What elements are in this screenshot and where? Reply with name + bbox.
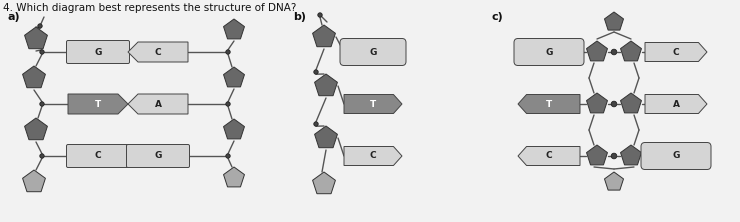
Circle shape	[314, 70, 318, 74]
Polygon shape	[621, 93, 642, 113]
Text: C: C	[673, 48, 679, 57]
Text: C: C	[370, 151, 377, 161]
Polygon shape	[344, 95, 402, 113]
Polygon shape	[645, 95, 707, 113]
Text: C: C	[545, 151, 552, 161]
Polygon shape	[587, 41, 608, 61]
Text: G: G	[369, 48, 377, 57]
Text: A: A	[673, 99, 679, 109]
Polygon shape	[128, 42, 188, 62]
Text: G: G	[673, 151, 679, 161]
Circle shape	[38, 24, 42, 28]
Polygon shape	[344, 147, 402, 165]
Polygon shape	[605, 12, 624, 30]
Polygon shape	[223, 19, 244, 39]
Text: C: C	[155, 48, 161, 57]
Circle shape	[611, 153, 617, 159]
Polygon shape	[24, 118, 47, 140]
Text: 4. Which diagram best represents the structure of DNA?: 4. Which diagram best represents the str…	[3, 3, 297, 13]
Circle shape	[314, 122, 318, 126]
FancyBboxPatch shape	[514, 38, 584, 65]
Circle shape	[40, 50, 44, 54]
Polygon shape	[24, 27, 47, 49]
Polygon shape	[312, 25, 335, 47]
Polygon shape	[312, 172, 335, 194]
Text: T: T	[95, 99, 101, 109]
Polygon shape	[518, 147, 580, 165]
Circle shape	[226, 50, 230, 54]
FancyBboxPatch shape	[641, 143, 711, 170]
Polygon shape	[223, 167, 244, 187]
Circle shape	[40, 102, 44, 106]
Polygon shape	[314, 74, 337, 96]
Text: C: C	[95, 151, 101, 161]
FancyBboxPatch shape	[67, 145, 130, 168]
Polygon shape	[621, 41, 642, 61]
Text: G: G	[545, 48, 553, 57]
Polygon shape	[314, 126, 337, 148]
Polygon shape	[128, 94, 188, 114]
Text: c): c)	[492, 12, 504, 22]
Text: a): a)	[8, 12, 21, 22]
Circle shape	[226, 154, 230, 158]
Polygon shape	[223, 67, 244, 87]
Polygon shape	[23, 170, 45, 192]
FancyBboxPatch shape	[340, 38, 406, 65]
Circle shape	[611, 49, 617, 55]
Text: T: T	[546, 99, 552, 109]
Polygon shape	[223, 119, 244, 139]
Text: G: G	[155, 151, 161, 161]
Circle shape	[317, 13, 322, 17]
Polygon shape	[23, 66, 45, 88]
Polygon shape	[68, 94, 128, 114]
FancyBboxPatch shape	[127, 145, 189, 168]
Text: A: A	[155, 99, 161, 109]
Circle shape	[226, 102, 230, 106]
Polygon shape	[645, 42, 707, 61]
Polygon shape	[518, 95, 580, 113]
Polygon shape	[587, 93, 608, 113]
Circle shape	[611, 101, 617, 107]
Polygon shape	[587, 145, 608, 165]
Text: G: G	[94, 48, 101, 57]
Polygon shape	[605, 172, 624, 190]
Text: b): b)	[293, 12, 306, 22]
Text: T: T	[370, 99, 376, 109]
Circle shape	[40, 154, 44, 158]
FancyBboxPatch shape	[67, 40, 130, 63]
Polygon shape	[621, 145, 642, 165]
